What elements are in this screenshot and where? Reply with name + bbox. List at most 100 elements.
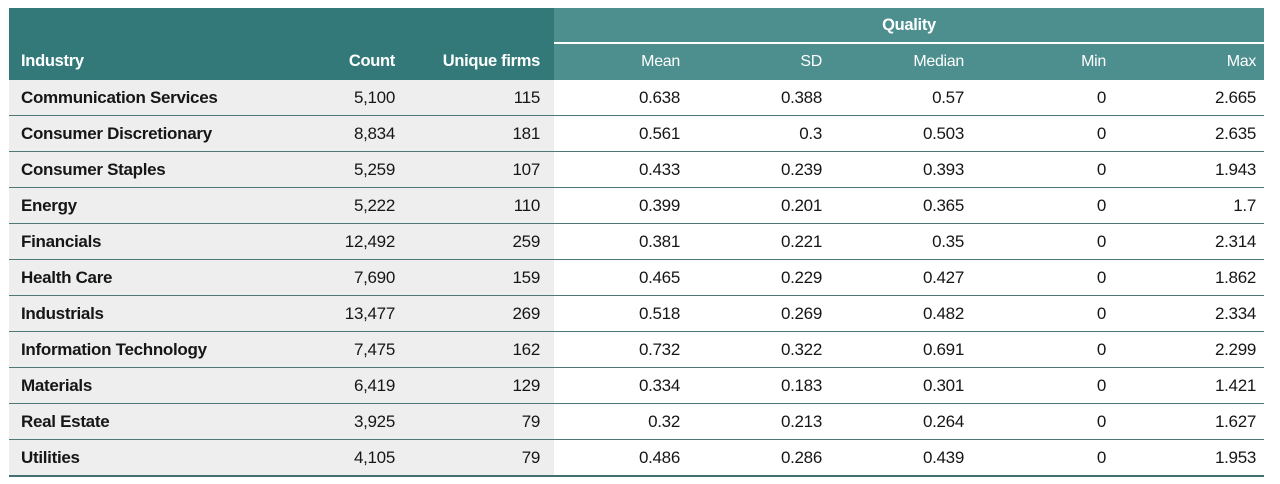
mean-cell: 0.399 — [554, 187, 696, 224]
max-cell: 1.7 — [1122, 187, 1265, 224]
median-cell: 0.427 — [838, 259, 980, 296]
min-cell: 0 — [980, 439, 1122, 477]
mean-cell: 0.561 — [554, 115, 696, 152]
min-cell: 0 — [980, 115, 1122, 152]
max-cell: 2.635 — [1122, 115, 1265, 152]
count-cell: 5,259 — [301, 151, 411, 188]
mean-cell: 0.334 — [554, 367, 696, 404]
min-cell: 0 — [980, 187, 1122, 224]
table-row: Materials 6,419 129 0.334 0.183 0.301 0 … — [9, 367, 1265, 404]
industry-cell: Industrials — [9, 295, 301, 332]
table-row: Real Estate 3,925 79 0.32 0.213 0.264 0 … — [9, 403, 1265, 440]
industry-cell: Health Care — [9, 259, 301, 296]
count-cell: 6,419 — [301, 367, 411, 404]
column-header-median: Median — [838, 43, 980, 80]
sd-cell: 0.239 — [696, 151, 838, 188]
min-cell: 0 — [980, 151, 1122, 188]
sd-cell: 0.213 — [696, 403, 838, 440]
industry-cell: Information Technology — [9, 331, 301, 368]
min-cell: 0 — [980, 259, 1122, 296]
unique-firms-cell: 269 — [411, 295, 554, 332]
mean-cell: 0.32 — [554, 403, 696, 440]
median-cell: 0.503 — [838, 115, 980, 152]
industry-cell: Real Estate — [9, 403, 301, 440]
unique-firms-cell: 115 — [411, 80, 554, 116]
median-cell: 0.264 — [838, 403, 980, 440]
industry-cell: Financials — [9, 223, 301, 260]
count-cell: 8,834 — [301, 115, 411, 152]
mean-cell: 0.465 — [554, 259, 696, 296]
mean-cell: 0.381 — [554, 223, 696, 260]
sd-cell: 0.286 — [696, 439, 838, 477]
industry-cell: Consumer Discretionary — [9, 115, 301, 152]
unique-firms-cell: 107 — [411, 151, 554, 188]
quality-group-header: Quality — [554, 8, 1265, 44]
unique-firms-cell: 79 — [411, 439, 554, 477]
min-cell: 0 — [980, 367, 1122, 404]
table-row: Communication Services 5,100 115 0.638 0… — [9, 80, 1265, 116]
min-cell: 0 — [980, 80, 1122, 116]
min-cell: 0 — [980, 223, 1122, 260]
industry-quality-summary-table: Quality Industry Count Unique firms Mean… — [9, 8, 1265, 477]
unique-firms-cell: 110 — [411, 187, 554, 224]
max-cell: 2.665 — [1122, 80, 1265, 116]
header-corner-spacer — [9, 8, 554, 43]
min-cell: 0 — [980, 331, 1122, 368]
count-cell: 13,477 — [301, 295, 411, 332]
column-header-sd: SD — [696, 43, 838, 80]
max-cell: 1.943 — [1122, 151, 1265, 188]
column-header-row: Industry Count Unique firms Mean SD Medi… — [9, 43, 1265, 80]
max-cell: 2.334 — [1122, 295, 1265, 332]
column-header-industry: Industry — [9, 43, 301, 80]
max-cell: 1.953 — [1122, 439, 1265, 477]
table-row: Health Care 7,690 159 0.465 0.229 0.427 … — [9, 259, 1265, 296]
table-row: Utilities 4,105 79 0.486 0.286 0.439 0 1… — [9, 439, 1265, 477]
count-cell: 12,492 — [301, 223, 411, 260]
group-header-row: Quality — [9, 8, 1265, 44]
count-cell: 5,222 — [301, 187, 411, 224]
column-header-unique-firms: Unique firms — [411, 43, 554, 80]
max-cell: 1.627 — [1122, 403, 1265, 440]
column-header-count: Count — [301, 43, 411, 80]
count-cell: 5,100 — [301, 80, 411, 116]
column-header-mean: Mean — [554, 43, 696, 80]
unique-firms-cell: 79 — [411, 403, 554, 440]
max-cell: 1.862 — [1122, 259, 1265, 296]
mean-cell: 0.732 — [554, 331, 696, 368]
mean-cell: 0.638 — [554, 80, 696, 116]
table-row: Financials 12,492 259 0.381 0.221 0.35 0… — [9, 223, 1265, 260]
sd-cell: 0.229 — [696, 259, 838, 296]
count-cell: 7,690 — [301, 259, 411, 296]
median-cell: 0.301 — [838, 367, 980, 404]
median-cell: 0.365 — [838, 187, 980, 224]
unique-firms-cell: 159 — [411, 259, 554, 296]
unique-firms-cell: 162 — [411, 331, 554, 368]
max-cell: 2.299 — [1122, 331, 1265, 368]
column-header-max: Max — [1122, 43, 1265, 80]
industry-cell: Utilities — [9, 439, 301, 477]
count-cell: 3,925 — [301, 403, 411, 440]
mean-cell: 0.518 — [554, 295, 696, 332]
industry-cell: Consumer Staples — [9, 151, 301, 188]
sd-cell: 0.201 — [696, 187, 838, 224]
sd-cell: 0.269 — [696, 295, 838, 332]
unique-firms-cell: 129 — [411, 367, 554, 404]
median-cell: 0.57 — [838, 80, 980, 116]
median-cell: 0.439 — [838, 439, 980, 477]
table-row: Consumer Staples 5,259 107 0.433 0.239 0… — [9, 151, 1265, 188]
industry-cell: Communication Services — [9, 80, 301, 116]
mean-cell: 0.433 — [554, 151, 696, 188]
median-cell: 0.35 — [838, 223, 980, 260]
sd-cell: 0.388 — [696, 80, 838, 116]
column-header-min: Min — [980, 43, 1122, 80]
mean-cell: 0.486 — [554, 439, 696, 477]
count-cell: 4,105 — [301, 439, 411, 477]
table-row: Energy 5,222 110 0.399 0.201 0.365 0 1.7 — [9, 187, 1265, 224]
min-cell: 0 — [980, 403, 1122, 440]
median-cell: 0.691 — [838, 331, 980, 368]
industry-cell: Materials — [9, 367, 301, 404]
median-cell: 0.393 — [838, 151, 980, 188]
max-cell: 2.314 — [1122, 223, 1265, 260]
count-cell: 7,475 — [301, 331, 411, 368]
